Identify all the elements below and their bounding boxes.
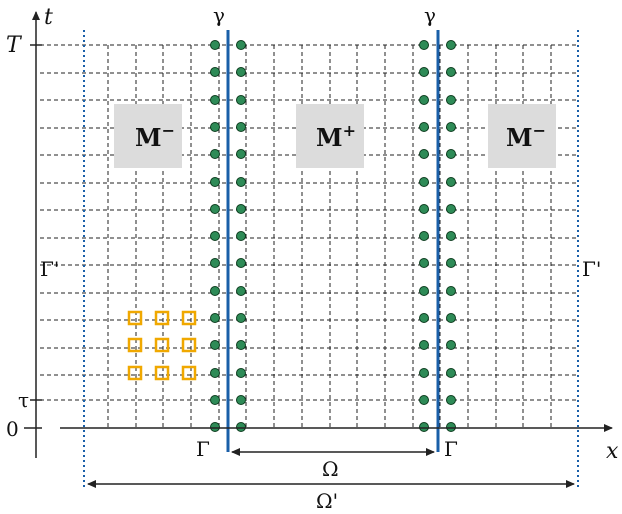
Gamma-prime-right-label: Γ' bbox=[582, 257, 601, 281]
gamma-right-label: γ bbox=[424, 3, 436, 27]
grid-node bbox=[210, 313, 220, 323]
grid-node bbox=[236, 395, 246, 405]
stencil-square bbox=[127, 337, 143, 353]
zero-label: 0 bbox=[6, 417, 19, 441]
region-m-minus-left: M− bbox=[114, 104, 182, 168]
grid-node bbox=[210, 67, 220, 77]
grid-node bbox=[419, 40, 429, 50]
stencil-square bbox=[181, 337, 197, 353]
gamma-left-label: γ bbox=[213, 3, 225, 27]
stencil-square bbox=[127, 365, 143, 381]
grid-node bbox=[419, 231, 429, 241]
grid-node bbox=[446, 422, 456, 432]
grid-node bbox=[419, 313, 429, 323]
stencil-square bbox=[154, 337, 170, 353]
grid-node bbox=[210, 231, 220, 241]
grid-node bbox=[210, 177, 220, 187]
grid-node bbox=[236, 231, 246, 241]
grid-node bbox=[446, 286, 456, 296]
grid-node bbox=[446, 258, 456, 268]
grid-node bbox=[419, 368, 429, 378]
tau-label: τ bbox=[18, 388, 29, 412]
interface-nodes bbox=[210, 40, 456, 432]
stencil-square bbox=[154, 365, 170, 381]
grid-node bbox=[419, 422, 429, 432]
grid-node bbox=[210, 40, 220, 50]
region-m-minus-right: M− bbox=[488, 104, 556, 168]
grid-node bbox=[210, 368, 220, 378]
grid-node bbox=[446, 122, 456, 132]
grid-node bbox=[236, 95, 246, 105]
grid-node bbox=[446, 95, 456, 105]
grid-node bbox=[210, 340, 220, 350]
grid-node bbox=[236, 422, 246, 432]
grid-node bbox=[419, 340, 429, 350]
grid-node bbox=[446, 231, 456, 241]
grid-node bbox=[210, 95, 220, 105]
grid-node bbox=[446, 67, 456, 77]
grid-node bbox=[446, 40, 456, 50]
grid-node bbox=[419, 204, 429, 214]
grid-node bbox=[236, 258, 246, 268]
stencil-square bbox=[127, 310, 143, 326]
Gamma-prime-left-label: Γ' bbox=[40, 257, 59, 281]
grid-node bbox=[236, 313, 246, 323]
grid-node bbox=[210, 422, 220, 432]
x-axis-label: x bbox=[606, 439, 619, 464]
Gamma-right-label: Γ bbox=[444, 437, 458, 461]
T-label: T bbox=[6, 33, 23, 58]
grid-node bbox=[236, 204, 246, 214]
grid-node bbox=[236, 40, 246, 50]
stencil-squares bbox=[127, 310, 197, 381]
grid-node bbox=[419, 286, 429, 296]
t-axis-label: t bbox=[44, 5, 53, 30]
grid-node bbox=[210, 204, 220, 214]
grid-node bbox=[236, 67, 246, 77]
region-m-plus: M+ bbox=[296, 104, 364, 168]
region-label-middle: M+ bbox=[316, 121, 356, 152]
grid-node bbox=[236, 122, 246, 132]
mesh-grid bbox=[40, 44, 578, 428]
omega-prime-label: Ω' bbox=[316, 489, 338, 513]
region-label-right: M− bbox=[506, 121, 546, 152]
grid-node bbox=[236, 149, 246, 159]
grid-node bbox=[419, 258, 429, 268]
stencil-square bbox=[154, 310, 170, 326]
grid-node bbox=[446, 368, 456, 378]
grid-node bbox=[446, 340, 456, 350]
grid-node bbox=[210, 286, 220, 296]
grid-node bbox=[446, 177, 456, 187]
grid-node bbox=[419, 122, 429, 132]
stencil-square bbox=[181, 365, 197, 381]
grid-node bbox=[236, 177, 246, 187]
grid-node bbox=[446, 204, 456, 214]
grid-node bbox=[419, 95, 429, 105]
omega-label: Ω bbox=[322, 457, 339, 481]
grid-node bbox=[419, 177, 429, 187]
grid-node bbox=[419, 395, 429, 405]
grid-node bbox=[419, 67, 429, 77]
region-label-left: M− bbox=[135, 121, 175, 152]
grid-node bbox=[419, 149, 429, 159]
grid-node bbox=[210, 258, 220, 268]
stencil-square bbox=[181, 310, 197, 326]
grid-node bbox=[210, 122, 220, 132]
grid-node bbox=[236, 368, 246, 378]
grid-node bbox=[236, 340, 246, 350]
grid-node bbox=[446, 149, 456, 159]
Gamma-left-label: Γ bbox=[196, 437, 210, 461]
grid-node bbox=[210, 395, 220, 405]
grid-node bbox=[210, 149, 220, 159]
grid-node bbox=[236, 286, 246, 296]
grid-node bbox=[446, 313, 456, 323]
grid-node bbox=[446, 395, 456, 405]
